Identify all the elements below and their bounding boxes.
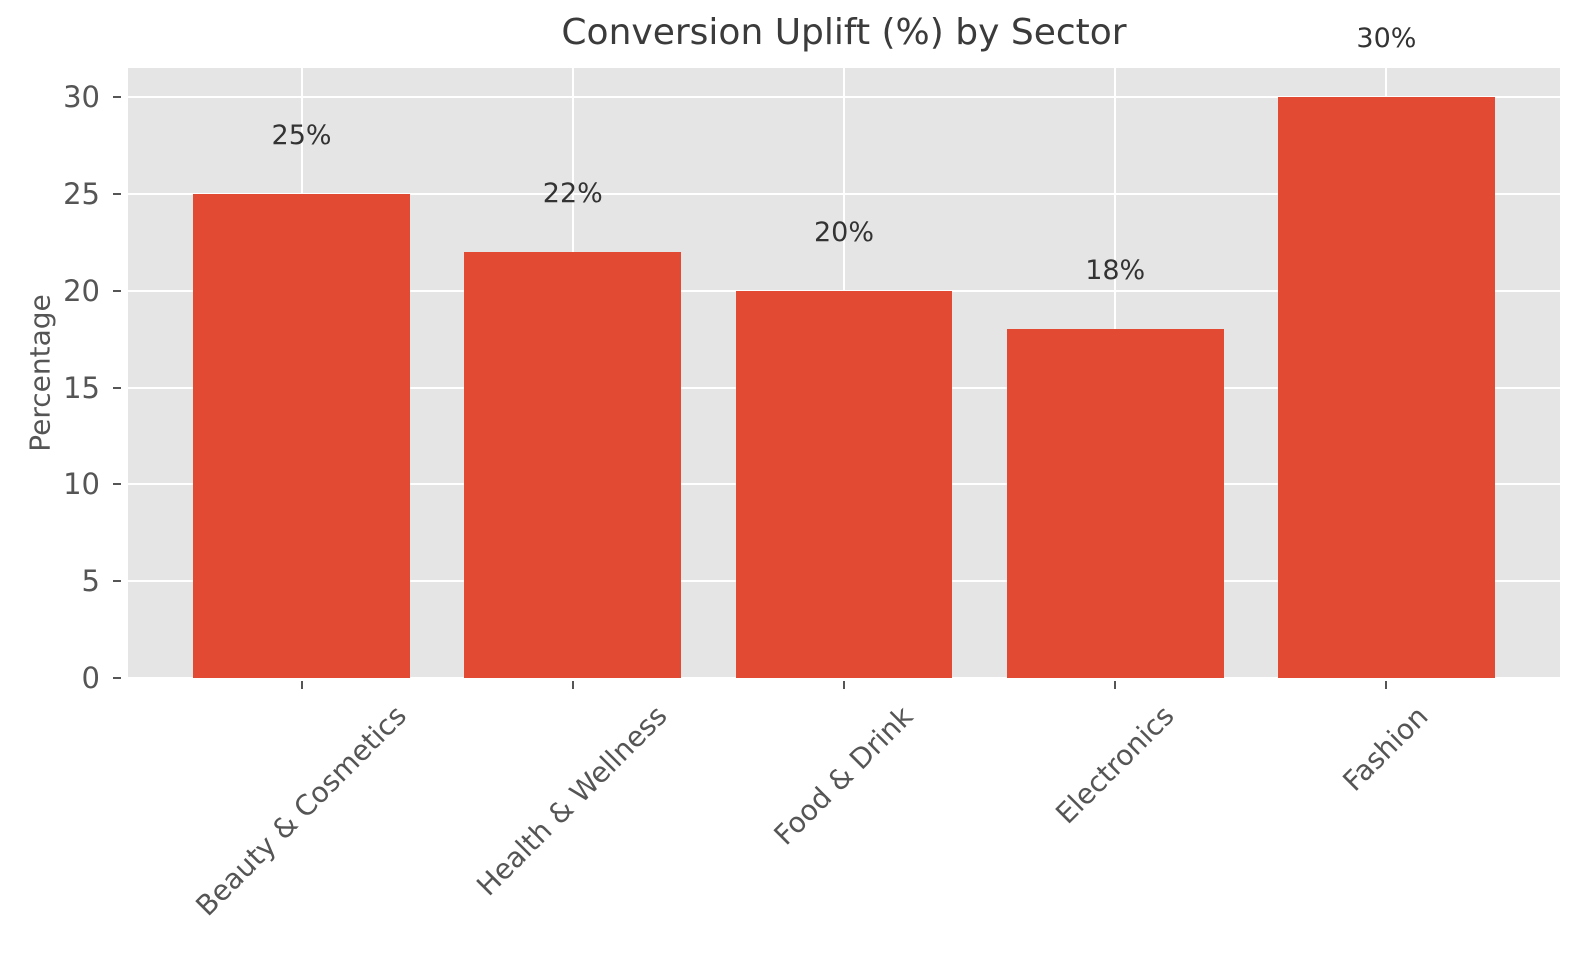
y-tick-mark <box>113 483 121 486</box>
bar <box>1006 329 1224 678</box>
y-tick-mark <box>113 96 121 99</box>
chart-title: Conversion Uplift (%) by Sector <box>561 12 1127 53</box>
bar-value-label: 22% <box>542 177 603 209</box>
y-tick-mark <box>113 580 121 583</box>
y-tick-label: 10 <box>63 467 100 502</box>
bar <box>193 193 411 678</box>
y-tick-label: 15 <box>63 370 100 405</box>
y-tick-mark <box>113 289 121 292</box>
x-tick-mark <box>843 681 845 689</box>
x-tick-label: Food & Drink <box>767 699 920 852</box>
x-tick-mark <box>571 681 574 689</box>
x-tick-label: Fashion <box>1336 699 1435 798</box>
x-tick-mark <box>1385 681 1388 689</box>
y-tick-label: 25 <box>63 176 100 211</box>
y-tick-mark <box>113 386 121 389</box>
x-tick-label: Beauty & Cosmetics <box>189 699 413 923</box>
x-tick-label: Health & Wellness <box>470 699 674 903</box>
bar-value-label: 25% <box>271 119 332 151</box>
x-tick-label: Electronics <box>1048 699 1181 831</box>
bar-value-label: 30% <box>1356 23 1417 55</box>
bar <box>735 290 953 678</box>
y-tick-label: 0 <box>81 661 100 695</box>
y-tick-mark <box>113 677 121 679</box>
bar-value-label: 18% <box>1085 255 1146 287</box>
x-tick-mark <box>1114 681 1117 689</box>
gridline-horizontal <box>128 677 1560 679</box>
x-tick-mark <box>300 681 303 689</box>
bar <box>1277 97 1495 678</box>
y-tick-label: 5 <box>81 564 100 599</box>
y-tick-mark <box>113 192 121 195</box>
bar-value-label: 20% <box>813 216 875 248</box>
bar <box>464 251 682 678</box>
y-tick-label: 20 <box>63 273 100 308</box>
y-tick-label: 30 <box>63 80 100 115</box>
plot-area: 0 5 10 15 20 25 30 25% Beauty & Cosmetics 22% Heal… <box>63 23 1560 923</box>
